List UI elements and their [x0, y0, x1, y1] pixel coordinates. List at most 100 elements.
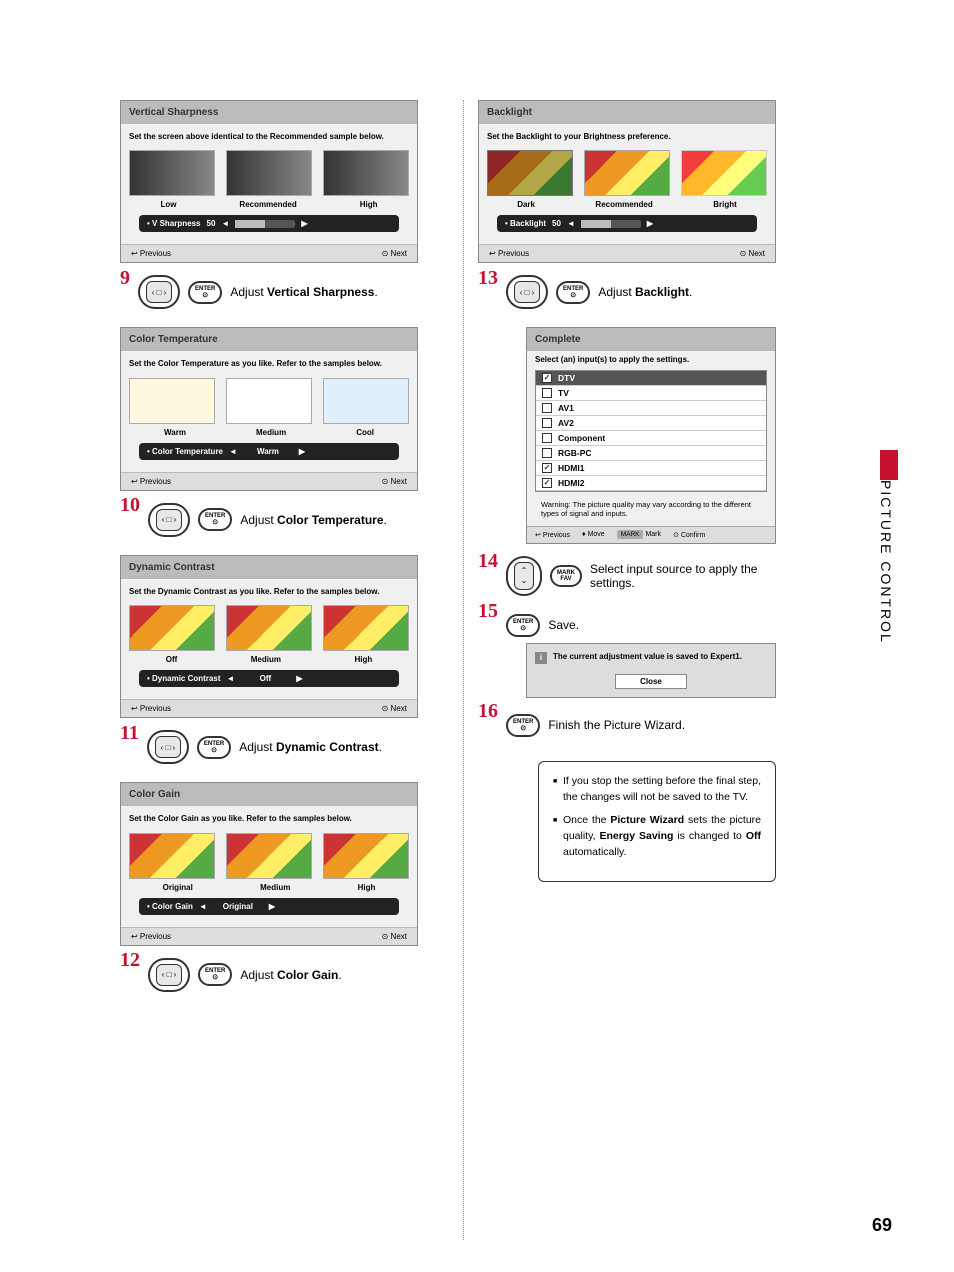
checkbox-icon[interactable]: ✓ [542, 463, 552, 473]
prev-link[interactable]: ↩ Previous [131, 249, 171, 258]
swatch-label: Low [160, 200, 176, 209]
prev-link[interactable]: ↩ Previous [489, 249, 529, 258]
settings-panel: Color Temperature Set the Color Temperat… [120, 327, 418, 490]
dpad-button[interactable]: ‹ □ › [506, 275, 548, 309]
checkbox-icon[interactable] [542, 403, 552, 413]
dpad-button[interactable]: ‹ □ › [148, 958, 190, 992]
save-message: The current adjustment value is saved to… [553, 652, 742, 661]
slider-label: • Color Temperature [147, 447, 223, 456]
input-option[interactable]: ✓ DTV [536, 371, 766, 386]
arrow-right-icon[interactable]: ▶ [299, 447, 305, 456]
swatch [323, 150, 409, 196]
enter-button[interactable]: ENTER⊙ [198, 508, 232, 531]
input-label: HDMI2 [558, 478, 584, 488]
panel-title: Color Temperature [121, 328, 417, 351]
checkbox-icon[interactable] [542, 433, 552, 443]
dpad-button[interactable]: ‹ □ › [148, 503, 190, 537]
column-divider [463, 100, 464, 1240]
enter-button[interactable]: ENTER⊙ [506, 714, 540, 737]
enter-button[interactable]: ENTER⊙ [197, 736, 231, 759]
checkbox-icon[interactable] [542, 448, 552, 458]
panel-title: Color Gain [121, 783, 417, 806]
slider-control[interactable]: • Backlight 50 ◄ ▶ [497, 215, 757, 232]
prev-link[interactable]: ↩ Previous [535, 531, 570, 539]
step-number: 9 [120, 267, 130, 290]
panel-title: Vertical Sharpness [121, 101, 417, 124]
step-number: 14 [478, 550, 498, 573]
checkbox-icon[interactable]: ✓ [542, 478, 552, 488]
info-icon: i [535, 652, 547, 664]
swatch-label: Off [166, 655, 178, 664]
section-marker [880, 450, 898, 480]
dpad-vertical-button[interactable]: ⌃⌄ [506, 556, 542, 596]
arrow-left-icon[interactable]: ◄ [567, 219, 575, 228]
settings-panel: Dynamic Contrast Set the Dynamic Contras… [120, 555, 418, 718]
next-link[interactable]: ⊙ Next [382, 932, 407, 941]
arrow-right-icon[interactable]: ▶ [269, 902, 275, 911]
dpad-button[interactable]: ‹ □ › [147, 730, 189, 764]
checkbox-icon[interactable]: ✓ [542, 373, 552, 383]
move-link[interactable]: ♦ Move [582, 531, 605, 538]
enter-button[interactable]: ENTER⊙ [198, 963, 232, 986]
enter-button[interactable]: ENTER⊙ [188, 281, 222, 304]
input-label: AV1 [558, 403, 574, 413]
swatch-label: Bright [713, 200, 737, 209]
step-text: Adjust Backlight. [598, 285, 692, 299]
input-option[interactable]: RGB-PC [536, 446, 766, 461]
slider-control[interactable]: • Color Gain◄Original▶ [139, 898, 399, 915]
step-10: 10 ‹ □ › ENTER⊙ Adjust Color Temperature… [120, 503, 418, 537]
checkbox-icon[interactable] [542, 388, 552, 398]
enter-button[interactable]: ENTER⊙ [506, 614, 540, 637]
next-link[interactable]: ⊙ Next [740, 249, 765, 258]
step-number: 15 [478, 600, 498, 623]
slider-control[interactable]: • Dynamic Contrast◄Off▶ [139, 670, 399, 687]
arrow-left-icon[interactable]: ◄ [221, 219, 229, 228]
mark-fav-button[interactable]: MARKFAV [550, 565, 582, 587]
enter-button[interactable]: ENTER⊙ [556, 281, 590, 304]
input-option[interactable]: TV [536, 386, 766, 401]
step-text: Adjust Color Gain. [240, 968, 341, 982]
swatch [129, 833, 215, 879]
panel-desc: Set the Color Temperature as you like. R… [129, 359, 409, 369]
input-option[interactable]: ✓ HDMI1 [536, 461, 766, 476]
prev-link[interactable]: ↩ Previous [131, 477, 171, 486]
swatch [323, 605, 409, 651]
note-item: Once the Picture Wizard sets the picture… [553, 813, 761, 860]
next-link[interactable]: ⊙ Next [382, 704, 407, 713]
arrow-right-icon[interactable]: ▶ [647, 219, 653, 228]
arrow-left-icon[interactable]: ◄ [199, 902, 207, 911]
input-option[interactable]: AV1 [536, 401, 766, 416]
slider-track[interactable] [581, 220, 641, 228]
panel-desc: Select (an) input(s) to apply the settin… [535, 355, 767, 365]
input-option[interactable]: Component [536, 431, 766, 446]
swatch-label: High [358, 883, 376, 892]
panel-title: Dynamic Contrast [121, 556, 417, 579]
input-option[interactable]: AV2 [536, 416, 766, 431]
next-link[interactable]: ⊙ Next [382, 477, 407, 486]
input-option[interactable]: ✓ HDMI2 [536, 476, 766, 491]
slider-control[interactable]: • Color Temperature ◄ Warm ▶ [139, 443, 399, 460]
step-text: Select input source to apply the setting… [590, 562, 776, 590]
slider-control[interactable]: • V Sharpness50◄▶ [139, 215, 399, 232]
slider-track[interactable] [235, 220, 295, 228]
prev-link[interactable]: ↩ Previous [131, 932, 171, 941]
arrow-right-icon[interactable]: ▶ [301, 219, 307, 228]
prev-link[interactable]: ↩ Previous [131, 704, 171, 713]
arrow-left-icon[interactable]: ◄ [226, 674, 234, 683]
dpad-button[interactable]: ‹ □ › [138, 275, 180, 309]
next-link[interactable]: ⊙ Next [382, 249, 407, 258]
checkbox-icon[interactable] [542, 418, 552, 428]
step-number: 16 [478, 700, 498, 723]
slider-label: • V Sharpness [147, 219, 201, 228]
confirm-link[interactable]: ⊙ Confirm [673, 531, 705, 539]
settings-panel: Vertical Sharpness Set the screen above … [120, 100, 418, 263]
arrow-right-icon[interactable]: ▶ [296, 674, 302, 683]
settings-panel: Color Gain Set the Color Gain as you lik… [120, 782, 418, 945]
mark-link[interactable]: MARK Mark [617, 531, 661, 538]
arrow-left-icon[interactable]: ◄ [229, 447, 237, 456]
swatch-label: Recommended [595, 200, 652, 209]
close-button[interactable]: Close [615, 674, 687, 689]
slider-value: Warm [243, 447, 293, 456]
panel-footer: ↩ Previous ♦ Move MARK Mark ⊙ Confirm [527, 526, 775, 543]
slider-value: Original [213, 902, 263, 911]
